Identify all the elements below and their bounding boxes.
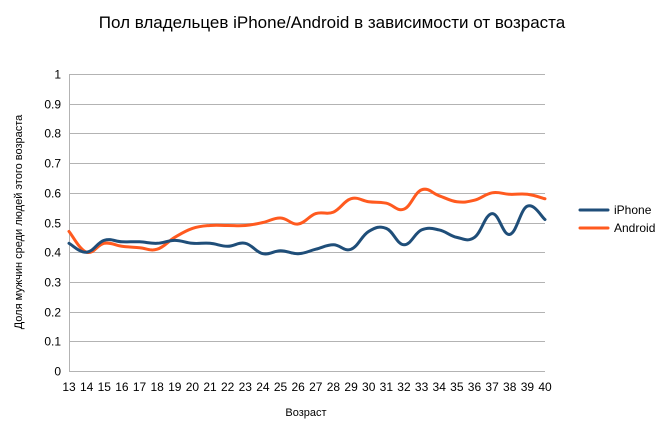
x-tick-label: 17 [133, 380, 147, 394]
x-axis-title: Возраст [285, 407, 326, 419]
y-tick-label: 0.2 [44, 306, 61, 320]
legend-label-android: Android [614, 221, 655, 235]
y-tick-label: 0.8 [44, 127, 61, 141]
chart-title: Пол владельцев iPhone/Android в зависимо… [99, 13, 566, 32]
x-tick-label: 18 [150, 380, 164, 394]
x-tick-label: 21 [203, 380, 217, 394]
x-tick-label: 36 [468, 380, 482, 394]
y-axis-title: Доля мужчин среди людей этого возраста [13, 114, 25, 329]
x-tick-label: 27 [309, 380, 323, 394]
y-tick-label: 0.6 [44, 187, 61, 201]
x-tick-label: 14 [80, 380, 94, 394]
y-tick-label: 0.5 [44, 217, 61, 231]
x-tick-label: 24 [256, 380, 270, 394]
y-tick-label: 0.3 [44, 276, 61, 290]
y-tick-label: 0.1 [44, 335, 61, 349]
x-tick-label: 31 [380, 380, 394, 394]
x-tick-label: 40 [538, 380, 552, 394]
x-tick-label: 33 [415, 380, 429, 394]
x-tick-label: 39 [521, 380, 535, 394]
y-tick-label: 1 [54, 68, 61, 82]
y-tick-label: 0.9 [44, 98, 61, 112]
x-tick-label: 20 [186, 380, 200, 394]
series-line-iphone [67, 204, 547, 256]
x-tick-label: 26 [292, 380, 306, 394]
x-tick-label: 16 [115, 380, 129, 394]
x-tick-label: 22 [221, 380, 235, 394]
x-tick-label: 35 [450, 380, 464, 394]
x-tick-label: 25 [274, 380, 288, 394]
x-tick-label: 28 [327, 380, 341, 394]
grid [69, 74, 545, 372]
legend-label-iphone: iPhone [614, 203, 652, 217]
x-tick-label: 23 [239, 380, 253, 394]
legend: iPhone Android [578, 203, 655, 235]
x-tick-label: 38 [503, 380, 517, 394]
x-axis-ticks: 13 14 15 16 17 18 19 20 21 22 23 24 25 26 27 28 29 30 31 32… [62, 380, 552, 394]
x-tick-label: 13 [62, 380, 76, 394]
x-tick-label: 37 [485, 380, 499, 394]
y-tick-label: 0.7 [44, 157, 61, 171]
x-tick-label: 29 [344, 380, 358, 394]
x-tick-label: 34 [433, 380, 447, 394]
x-tick-label: 15 [98, 380, 112, 394]
y-tick-label: 0.4 [44, 246, 61, 260]
series-lines [67, 187, 547, 256]
x-tick-label: 19 [168, 380, 182, 394]
y-axis-ticks: 0 0.1 0.2 0.3 0.4 0.5 0.6 0.7 0.8 0.9 1 [44, 68, 61, 379]
x-tick-label: 32 [397, 380, 411, 394]
series-line-android [67, 187, 547, 255]
y-tick-label: 0 [54, 365, 61, 379]
x-tick-label: 30 [362, 380, 376, 394]
